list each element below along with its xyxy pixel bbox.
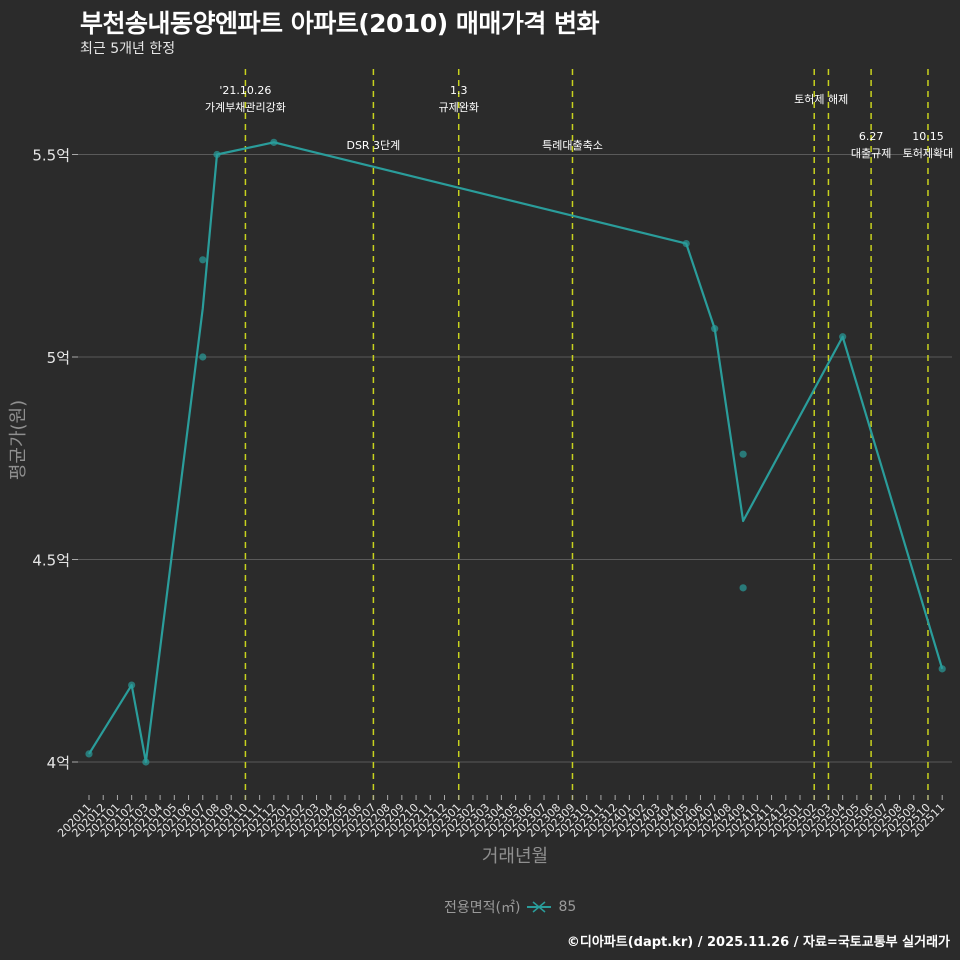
event-label: 규제완화 xyxy=(438,101,478,114)
data-point xyxy=(682,240,690,248)
y-tick-label: 4억 xyxy=(47,754,70,772)
event-label: 10.15 xyxy=(912,130,944,143)
x-axis-title: 거래년월 xyxy=(482,846,548,867)
data-point xyxy=(128,681,136,689)
data-point xyxy=(85,750,93,758)
data-point xyxy=(213,150,221,159)
event-label: 특례대출축소 xyxy=(542,139,603,152)
event-label: 가계부채관리강화 xyxy=(205,101,286,114)
data-point xyxy=(739,450,747,458)
data-point xyxy=(739,584,747,592)
y-tick-label: 5억 xyxy=(47,349,70,367)
footer-credit: ©디아파트(dapt.kr) / 2025.11.26 / 자료=국토교통부 실… xyxy=(566,935,950,950)
y-tick-label: 4.5억 xyxy=(32,552,70,570)
data-point xyxy=(711,325,719,333)
legend-swatch-icon xyxy=(526,900,552,914)
event-label: 6.27 xyxy=(859,130,884,143)
legend: 전용면적(㎡) 85 xyxy=(444,897,576,917)
event-label: '21.10.26 xyxy=(219,84,271,97)
event-label: 1.3 xyxy=(450,84,468,97)
data-point xyxy=(938,665,946,673)
chart-subtitle: 최근 5개년 한정 xyxy=(80,41,176,57)
data-point xyxy=(142,758,150,766)
y-axis-title: 평균가(원) xyxy=(8,400,29,480)
y-tick-label: 5.5억 xyxy=(32,147,70,165)
chart-title: 부천송내동양엔파트 아파트(2010) 매매가격 변화 xyxy=(80,9,600,38)
data-point xyxy=(270,138,278,146)
legend-title: 전용면적(㎡) xyxy=(444,900,521,916)
event-label: 대출규제 xyxy=(851,147,891,160)
event-label: DSR 3단계 xyxy=(346,139,400,152)
data-point xyxy=(839,333,847,341)
data-point xyxy=(199,256,207,264)
data-point xyxy=(199,353,207,361)
event-label: 토허제확대 xyxy=(903,147,954,160)
event-label: 토허제 해제 xyxy=(794,92,848,106)
legend-item-85: 85 xyxy=(558,899,577,915)
